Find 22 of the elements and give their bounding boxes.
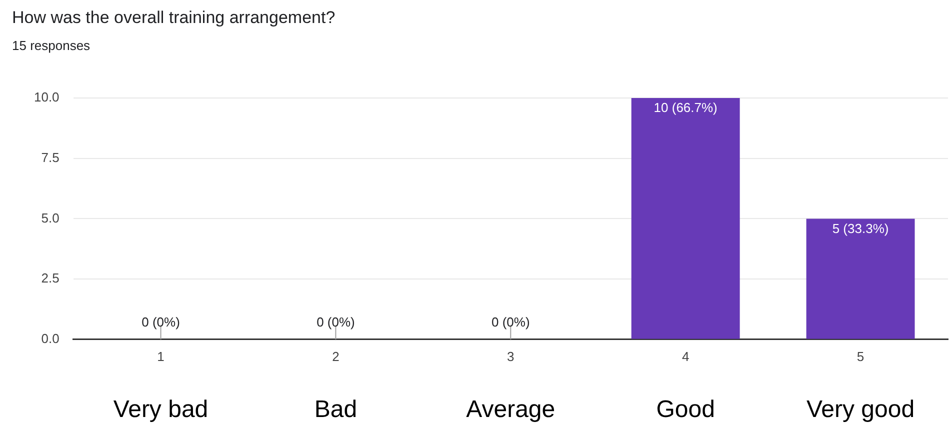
data-label: 0 (0%) <box>142 314 180 330</box>
text: Very good <box>806 396 915 423</box>
text: Very bad <box>113 396 208 423</box>
y-tick-label: 10.0 <box>34 90 60 105</box>
y-tick-label: 0.0 <box>41 330 60 346</box>
text: Good <box>656 396 715 423</box>
text: Average <box>466 396 556 423</box>
y-tick-label: 5.0 <box>41 210 60 226</box>
data-label: 0 (0%) <box>316 314 355 330</box>
chart-title: How was the overall training arrangement? <box>12 8 336 28</box>
text: Bad <box>314 396 358 423</box>
data-label: 10 (66.7%) <box>654 100 718 116</box>
y-tick-label: 2.5 <box>41 270 60 286</box>
x-tick-label: 4 <box>682 348 690 364</box>
x-tick-label: 3 <box>507 348 514 364</box>
x-tick-label: 5 <box>856 348 864 364</box>
y-tick-label: 7.5 <box>41 150 60 165</box>
x-tick-label: 2 <box>332 348 340 364</box>
chart-subtitle: 15 responses <box>12 38 90 53</box>
x-tick-label: 1 <box>157 348 164 364</box>
data-label: 0 (0%) <box>492 314 530 330</box>
data-label: 5 (33.3%) <box>832 220 889 236</box>
